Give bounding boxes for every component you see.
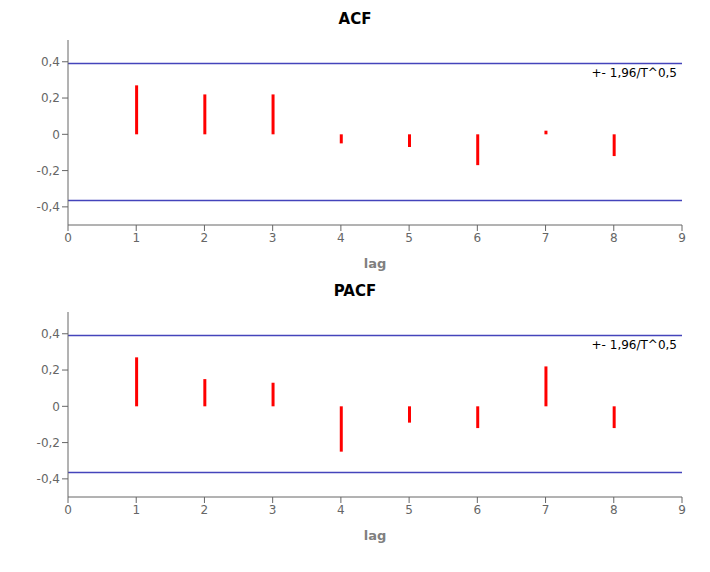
svg-text:2: 2 <box>201 231 209 245</box>
svg-text:-0,4: -0,4 <box>37 200 60 214</box>
svg-text:9: 9 <box>678 231 686 245</box>
svg-text:0: 0 <box>64 231 72 245</box>
svg-text:0: 0 <box>64 503 72 517</box>
svg-text:4: 4 <box>337 231 345 245</box>
svg-text:+- 1,96/T^0,5: +- 1,96/T^0,5 <box>592 66 677 80</box>
svg-text:7: 7 <box>542 503 550 517</box>
svg-text:8: 8 <box>610 503 618 517</box>
svg-text:6: 6 <box>474 503 482 517</box>
svg-text:-0,4: -0,4 <box>37 472 60 486</box>
svg-text:0,2: 0,2 <box>41 363 60 377</box>
svg-text:lag: lag <box>364 528 387 543</box>
svg-text:3: 3 <box>269 231 277 245</box>
svg-text:1: 1 <box>132 231 140 245</box>
svg-text:+- 1,96/T^0,5: +- 1,96/T^0,5 <box>592 338 677 352</box>
svg-text:7: 7 <box>542 231 550 245</box>
svg-text:0: 0 <box>52 128 60 142</box>
svg-text:0,4: 0,4 <box>41 327 60 341</box>
svg-text:0: 0 <box>52 400 60 414</box>
svg-text:0,2: 0,2 <box>41 91 60 105</box>
svg-text:6: 6 <box>474 231 482 245</box>
svg-text:lag: lag <box>364 256 387 271</box>
svg-text:-0,2: -0,2 <box>37 436 60 450</box>
html-text:PACF: PACF <box>333 282 377 300</box>
svg-text:0,4: 0,4 <box>41 55 60 69</box>
svg-text:9: 9 <box>678 503 686 517</box>
svg-text:2: 2 <box>201 503 209 517</box>
svg-text:5: 5 <box>405 503 413 517</box>
svg-text:-0,2: -0,2 <box>37 164 60 178</box>
html-text:ACF: ACF <box>338 10 372 28</box>
svg-text:1: 1 <box>132 503 140 517</box>
svg-text:3: 3 <box>269 503 277 517</box>
svg-text:5: 5 <box>405 231 413 245</box>
svg-text:8: 8 <box>610 231 618 245</box>
svg-text:4: 4 <box>337 503 345 517</box>
